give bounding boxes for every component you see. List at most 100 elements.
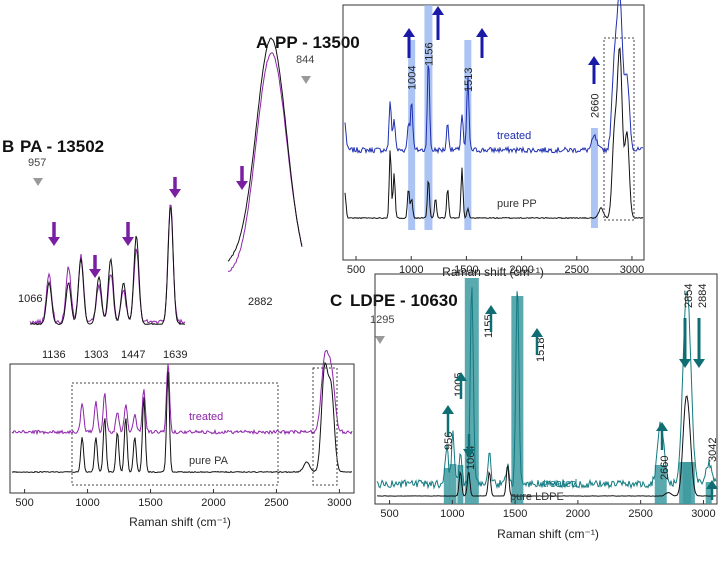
- panel-a-up-arrow-head: [403, 28, 415, 37]
- panel-b-inset2-treated: [227, 52, 303, 272]
- panel-b-xtick-label: 1000: [75, 497, 99, 509]
- panel-c-xlabel: Raman shift (cm⁻¹): [497, 527, 599, 541]
- panel-b-down-arrow-head: [169, 189, 181, 198]
- panel-c-highlight-band: [654, 465, 667, 504]
- panel-a-highlight-label: 1513: [463, 68, 475, 92]
- panel-b-series-treated: [11, 350, 353, 436]
- panel-b-frame: [9, 363, 355, 494]
- panel-c-down-arrow-head: [463, 449, 475, 458]
- panel-b-series-pure: [11, 361, 353, 474]
- panel-c-title: LDPE - 10630: [350, 291, 458, 310]
- panel-c-xtick-label: 1500: [503, 508, 527, 520]
- panel-b-inset-ch: [227, 37, 303, 272]
- panel-a-highlight-band: [464, 40, 472, 230]
- panel-c-highlight-band: [682, 462, 695, 504]
- panel-c-highlight-label: 2854: [683, 284, 695, 308]
- panel-c-highlight-band: [511, 296, 524, 504]
- panel-a-series-pure: [344, 47, 644, 220]
- panel-b-pa: B PA - 13502 957 1066 1136 1303 1447 1639 28…: [2, 37, 355, 529]
- panel-a-xtick-label: 2500: [565, 264, 589, 276]
- panel-c-series-label-treated: treated: [543, 478, 577, 490]
- panel-b-inset1-pure: [29, 206, 186, 326]
- panel-b-xtick-label: 1500: [138, 497, 162, 509]
- panel-a-series-label-pure: pure PP: [497, 198, 537, 210]
- panel-a-xtick-label: 3000: [620, 264, 644, 276]
- panel-a-xlabel: Raman shift (cm⁻¹): [442, 265, 544, 279]
- panel-c-up-arrow-head: [455, 372, 467, 381]
- panel-c-highlight-label: 956: [443, 432, 455, 450]
- panel-c-series-pure: [377, 395, 716, 497]
- panel-b-down-arrow-head: [122, 237, 134, 246]
- panel-a-xtick-label: 1000: [399, 264, 423, 276]
- panel-c-down-arrow-head: [693, 359, 705, 368]
- panel-c-highlight-band: [449, 464, 457, 504]
- panel-c-highlight-band: [705, 482, 712, 504]
- panel-b-ref-label: 957: [28, 157, 46, 169]
- panel-a-xtick-label: 500: [347, 264, 365, 276]
- panel-c-ref-label: 1295: [370, 314, 394, 326]
- panel-a-highlight-band: [424, 5, 433, 230]
- panel-a-highlight-label: 2660: [589, 94, 601, 118]
- panel-a-letter: A: [256, 33, 268, 52]
- panel-b-xlabel: Raman shift (cm⁻¹): [129, 515, 231, 529]
- panel-b-inset-fingerprint: [29, 204, 186, 326]
- panel-c-xtick-label: 2000: [566, 508, 590, 520]
- panel-b-dotted-box-fingerprint: [71, 382, 279, 486]
- panel-b-series-label-treated: treated: [189, 411, 223, 423]
- panel-c-highlight-label: 2884: [697, 284, 709, 308]
- panel-b-ref-arrow: [33, 171, 43, 186]
- panel-a-dotted-box: [603, 37, 635, 221]
- panel-a-series-treated: [344, 0, 643, 155]
- panel-b-letter: B: [2, 137, 14, 156]
- panel-c-xtick-label: 2500: [628, 508, 652, 520]
- panel-a-ref-arrow: [301, 68, 311, 84]
- panel-b-inset1-label: 1639: [163, 349, 187, 361]
- panel-c-highlight-label: 2660: [659, 456, 671, 480]
- panel-c-frame: [374, 273, 718, 505]
- panel-b-xtick-label: 2500: [264, 497, 288, 509]
- panel-a-highlight-label: 1156: [423, 42, 435, 66]
- panel-c-xtick-label: 3000: [691, 508, 715, 520]
- panel-b-dotted-box-ch: [312, 367, 338, 486]
- panel-a-title: PP - 13500: [275, 33, 360, 52]
- panel-c-up-arrow-head: [442, 405, 454, 414]
- panel-b-inset2-pure: [227, 37, 303, 262]
- panel-c-up-arrow-head: [485, 305, 497, 314]
- panel-a-up-arrow-head: [588, 56, 600, 65]
- panel-a-xtick-label: 2000: [509, 264, 533, 276]
- panel-c-ref-arrow: [375, 328, 385, 344]
- panel-a-series-label-treated: treated: [497, 130, 531, 142]
- panel-c-series-label-pure: pure LDPE: [510, 491, 564, 503]
- panel-c-highlight-label: 1155: [483, 314, 495, 338]
- panel-a-ref-label: 844: [296, 54, 314, 66]
- panel-b-inset2-label: 2882: [248, 296, 272, 308]
- panel-a-xtick-label: 1500: [454, 264, 478, 276]
- panel-c-highlight-band: [457, 465, 464, 504]
- panel-c-highlight-label: 3042: [707, 438, 719, 462]
- panel-a-pp: PP - 13500 A 844 1004 1156 1513 2660 treate…: [256, 0, 645, 279]
- panel-c-highlight-band: [443, 468, 450, 504]
- panel-a-frame: [342, 4, 645, 261]
- panel-b-inset1-label: 1066: [18, 293, 42, 305]
- panel-b-down-arrow-head: [236, 181, 248, 190]
- panel-b-title: PA - 13502: [20, 137, 104, 156]
- panel-b-series-label-pure: pure PA: [189, 455, 229, 467]
- panel-b-inset1-label: 1447: [121, 349, 145, 361]
- panel-a-highlight-band: [590, 128, 598, 228]
- panel-a-up-arrow-head: [432, 6, 444, 15]
- panel-b-down-arrow-head: [48, 237, 60, 246]
- panel-a-highlight-band: [408, 40, 416, 230]
- panel-a-highlight-label: 1004: [407, 66, 419, 90]
- panel-c-xtick-label: 1000: [440, 508, 464, 520]
- panel-c-up-arrow-head: [656, 422, 668, 431]
- panel-a-up-arrow-head: [476, 28, 488, 37]
- panel-c-down-arrow-head: [679, 359, 691, 368]
- panel-b-inset1-label: 1136: [42, 349, 66, 361]
- panel-b-down-arrow-head: [89, 269, 101, 278]
- panel-c-up-arrow-head: [706, 480, 718, 489]
- panel-c-up-arrow-head: [531, 328, 543, 337]
- panel-c-ldpe: C LDPE - 10630 1295 95610051064115515182…: [330, 273, 719, 541]
- panel-b-inset1-label: 1303: [84, 349, 108, 361]
- panel-c-letter: C: [330, 291, 342, 310]
